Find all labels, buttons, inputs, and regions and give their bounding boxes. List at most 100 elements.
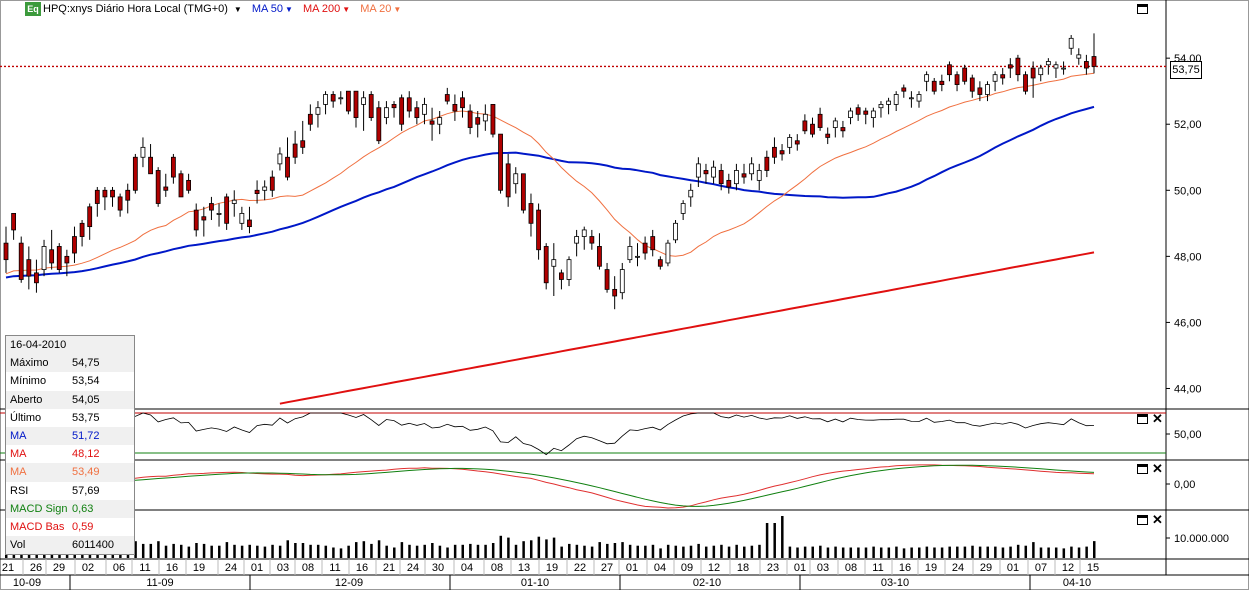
maximize-icon[interactable] — [1137, 4, 1148, 14]
candle-body — [18, 242, 24, 280]
data-window-row: Último 53,75 — [6, 409, 134, 427]
volume-bar — [781, 516, 784, 558]
candle-body — [901, 87, 907, 92]
data-window-value: 54,75 — [72, 357, 100, 370]
candle-body — [931, 80, 937, 92]
candle-body — [239, 213, 245, 224]
candle-body — [437, 117, 443, 125]
date-tick-label: 09 — [681, 562, 693, 574]
candle-body — [3, 242, 9, 261]
volume-bar — [1070, 546, 1073, 558]
volume-bar — [157, 541, 160, 558]
month-tick-label: 01-10 — [521, 577, 549, 589]
volume-bar — [902, 548, 906, 558]
candle-body — [224, 196, 230, 224]
date-tick-label: 30 — [432, 562, 444, 574]
candle-body — [969, 77, 975, 92]
candle-body — [285, 156, 290, 178]
volume-maximize-icon[interactable] — [1137, 515, 1148, 525]
volume-bar — [910, 547, 913, 558]
month-tick-label: 10-09 — [13, 577, 41, 589]
volume-bar — [864, 547, 868, 558]
volume-bar — [431, 543, 434, 558]
candle-body — [406, 97, 412, 112]
volume-bar — [423, 544, 426, 558]
volume-bar — [370, 543, 373, 558]
candle-body — [543, 246, 549, 284]
candle-body — [475, 117, 481, 125]
volume-bar — [948, 546, 951, 558]
volume-bar — [720, 544, 723, 558]
volume-bar — [400, 542, 404, 558]
data-window-label: Máximo — [10, 357, 49, 370]
symbol-label[interactable]: HPQ:xnys Diário Hora Local (TMG+0) — [43, 3, 228, 15]
month-tick-label: 12-09 — [335, 577, 363, 589]
volume-bar — [248, 544, 251, 558]
candle-body — [1068, 37, 1074, 49]
ma200-dropdown-icon[interactable]: ▼ — [342, 4, 351, 14]
date-tick-label: 29 — [980, 562, 992, 574]
date-tick-label: 16 — [166, 562, 178, 574]
ma50-legend[interactable]: MA 50 — [251, 3, 284, 15]
macd-tick-label: 0,00 — [1174, 479, 1195, 491]
volume-bar — [978, 546, 982, 558]
ma20-legend[interactable]: MA 20 — [360, 3, 392, 15]
volume-bar — [172, 543, 175, 558]
volume-bar — [956, 546, 959, 558]
volume-bar — [1085, 546, 1088, 558]
volume-bar — [385, 545, 388, 558]
rsi-maximize-icon[interactable] — [1137, 414, 1148, 424]
ma50-dropdown-icon[interactable]: ▼ — [285, 4, 293, 14]
volume-bar — [309, 544, 312, 558]
volume-bar — [294, 543, 297, 558]
data-window: 16-04-2010 Máximo 54,75 Mínimo 53,54 Aberto 5… — [5, 335, 135, 555]
candle-body — [559, 272, 564, 280]
ma200-legend[interactable]: MA 200 — [302, 3, 341, 15]
volume-close-icon[interactable]: ✕ — [1152, 512, 1163, 527]
volume-bar — [225, 542, 229, 558]
date-tick-label: 07 — [1035, 562, 1047, 574]
candle-body — [794, 140, 800, 145]
candle-body — [277, 153, 283, 165]
candle-body — [810, 123, 815, 135]
candle-body — [117, 196, 123, 211]
date-tick-label: 27 — [601, 562, 613, 574]
month-tick-label: 02-10 — [693, 577, 721, 589]
rsi-close-icon[interactable]: ✕ — [1152, 411, 1163, 426]
volume-bar — [499, 535, 503, 558]
macd-close-icon[interactable]: ✕ — [1152, 461, 1163, 476]
volume-bar — [1016, 544, 1020, 558]
volume-bar — [971, 545, 974, 558]
volume-bar — [1024, 545, 1028, 558]
candle-body — [642, 242, 648, 254]
candle-body — [368, 94, 374, 119]
candle-body — [64, 255, 70, 264]
data-window-row: MACD Sign 0,63 — [6, 499, 134, 518]
candle-body — [490, 104, 496, 135]
candle-body — [102, 189, 108, 198]
candle-body — [802, 120, 808, 132]
candle-body — [216, 213, 222, 215]
date-tick-label: 13 — [518, 562, 530, 574]
volume-bar — [704, 546, 708, 558]
volume-bar — [621, 542, 624, 558]
candle-body — [94, 189, 100, 204]
macd-maximize-icon[interactable] — [1137, 464, 1148, 474]
candle-body — [863, 110, 869, 115]
ma20-dropdown-icon[interactable]: ▼ — [393, 4, 402, 14]
candle-body — [72, 236, 77, 254]
candle-body — [201, 216, 207, 221]
volume-bar — [590, 546, 594, 558]
candle-body — [612, 288, 618, 297]
volume-bar — [857, 547, 860, 558]
candle-body — [1053, 64, 1059, 69]
candle-body — [330, 94, 336, 102]
candle-body — [665, 242, 671, 264]
volume-bar — [560, 546, 563, 558]
candle-body — [627, 246, 633, 261]
symbol-dropdown-icon[interactable]: ▼ — [233, 4, 242, 14]
date-tick-label: 04 — [461, 562, 473, 574]
candle-body — [269, 176, 275, 191]
candle-body — [376, 107, 382, 142]
